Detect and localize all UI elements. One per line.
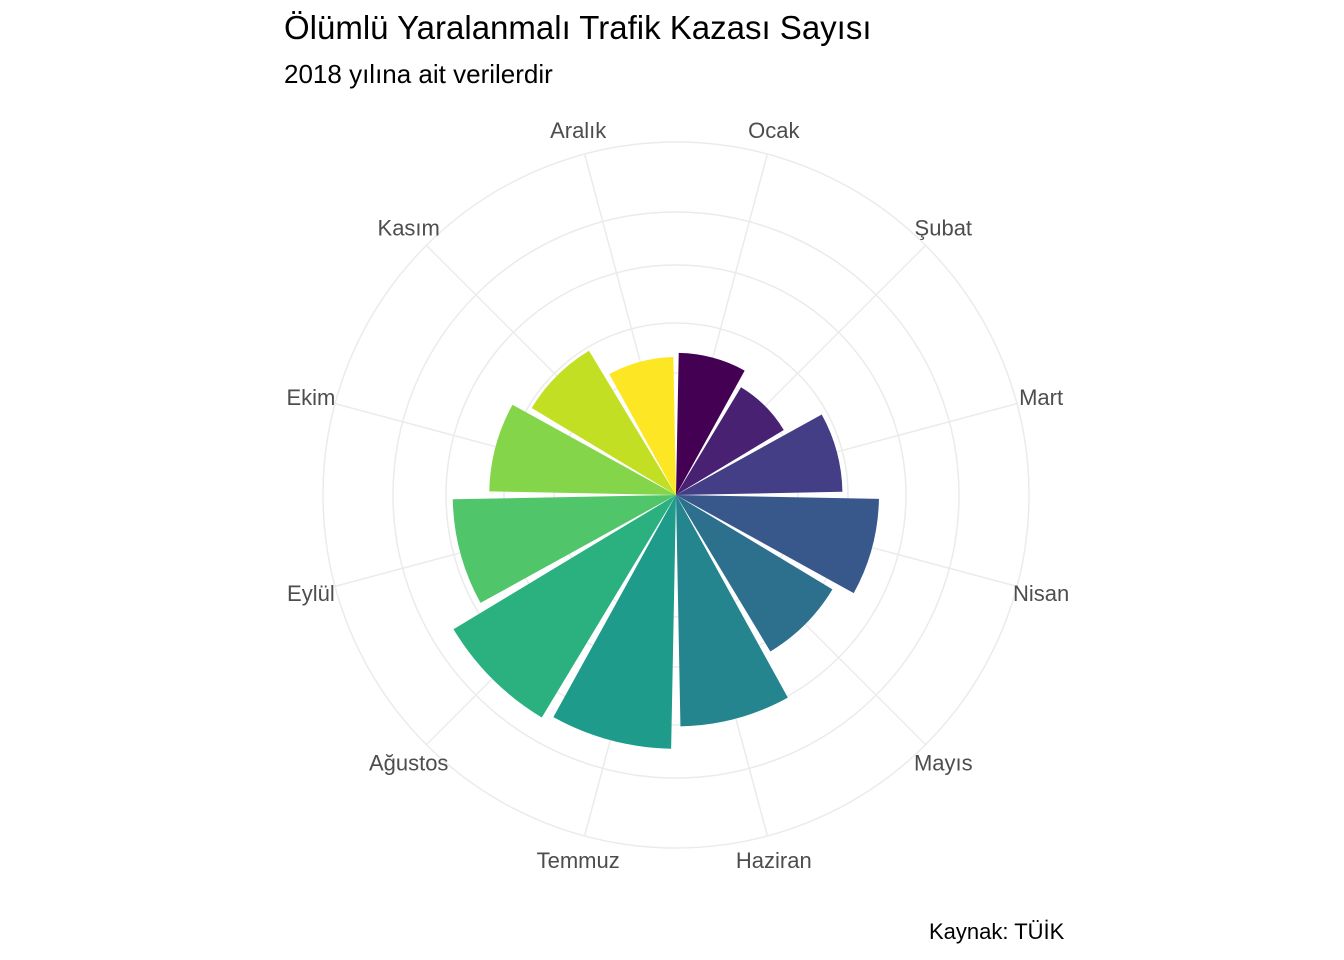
bar-şubat (676, 387, 784, 495)
month-label: Haziran (736, 848, 812, 873)
month-labels: Ocak Şubat Mart Nisan Mayıs Haziran Temmuz Ağus… (286, 118, 1069, 873)
source-caption: Kaynak: TÜİK (929, 919, 1065, 944)
month-label: Nisan (1013, 581, 1069, 606)
month-label: Ağustos (369, 750, 449, 775)
bar-mart (676, 414, 843, 495)
grid-ring (553, 372, 799, 618)
month-label: Şubat (915, 216, 973, 241)
month-label: Temmuz (537, 848, 620, 873)
bar-ekim (489, 404, 676, 495)
bars (452, 350, 879, 749)
grid-ring (445, 264, 907, 726)
grid-ring (392, 211, 960, 779)
grid-ring (503, 322, 849, 668)
month-label: Aralık (550, 118, 607, 143)
bar-kasım (531, 350, 676, 495)
bar-haziran (676, 495, 788, 727)
chart-title: Ölümlü Yaralanmalı Trafik Kazası Sayısı (284, 9, 872, 46)
month-label: Eylül (287, 581, 335, 606)
bar-temmuz (553, 495, 676, 749)
chart-subtitle: 2018 yılına ait verilerdir (284, 59, 553, 89)
month-label: Mart (1019, 385, 1063, 410)
month-label: Mayıs (914, 750, 973, 775)
bar-mayıs (676, 495, 833, 652)
bar-ağustos (453, 495, 676, 718)
bar-nisan (676, 495, 879, 594)
month-label: Kasım (378, 216, 440, 241)
bar-aralık (609, 356, 676, 495)
month-label: Ocak (748, 118, 800, 143)
grid-ring (322, 141, 1030, 849)
month-label: Ekim (286, 385, 335, 410)
bar-ocak (676, 352, 745, 495)
bar-eylül (452, 495, 676, 603)
